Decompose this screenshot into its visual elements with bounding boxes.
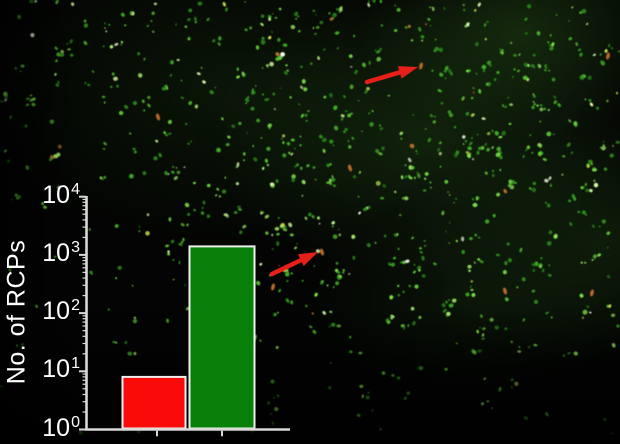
y-tick-label: 102 — [42, 297, 80, 325]
chart-bar-red — [121, 375, 187, 430]
chart-bar-green — [188, 245, 256, 430]
y-tick-label: 103 — [42, 239, 80, 267]
red-arrow — [364, 66, 418, 85]
y-tick-label: 100 — [42, 414, 80, 442]
y-tick-label: 101 — [42, 355, 80, 383]
y-tick-label: 104 — [42, 181, 80, 209]
red-arrow — [269, 252, 318, 277]
